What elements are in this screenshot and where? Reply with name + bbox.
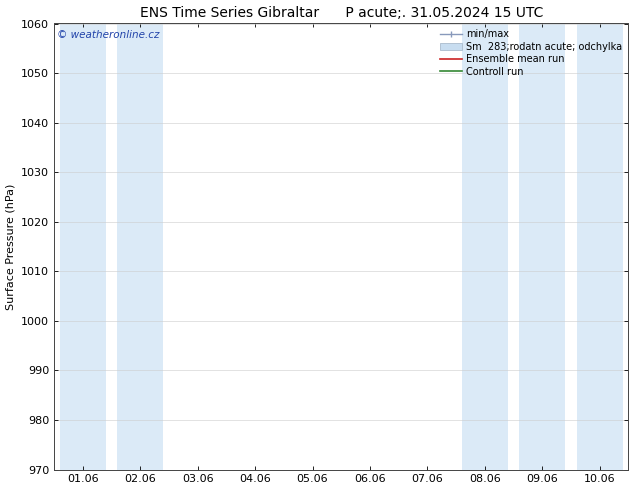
Title: ENS Time Series Gibraltar      P acute;. 31.05.2024 15 UTC: ENS Time Series Gibraltar P acute;. 31.0…: [139, 5, 543, 20]
Bar: [117, 24, 163, 469]
Bar: [60, 24, 106, 469]
Y-axis label: Surface Pressure (hPa): Surface Pressure (hPa): [6, 183, 16, 310]
Bar: [462, 24, 508, 469]
Text: © weatheronline.cz: © weatheronline.cz: [57, 30, 160, 40]
Bar: [577, 24, 623, 469]
Bar: [519, 24, 566, 469]
Legend: min/max, Sm  283;rodatn acute; odchylka, Ensemble mean run, Controll run: min/max, Sm 283;rodatn acute; odchylka, …: [436, 25, 626, 80]
